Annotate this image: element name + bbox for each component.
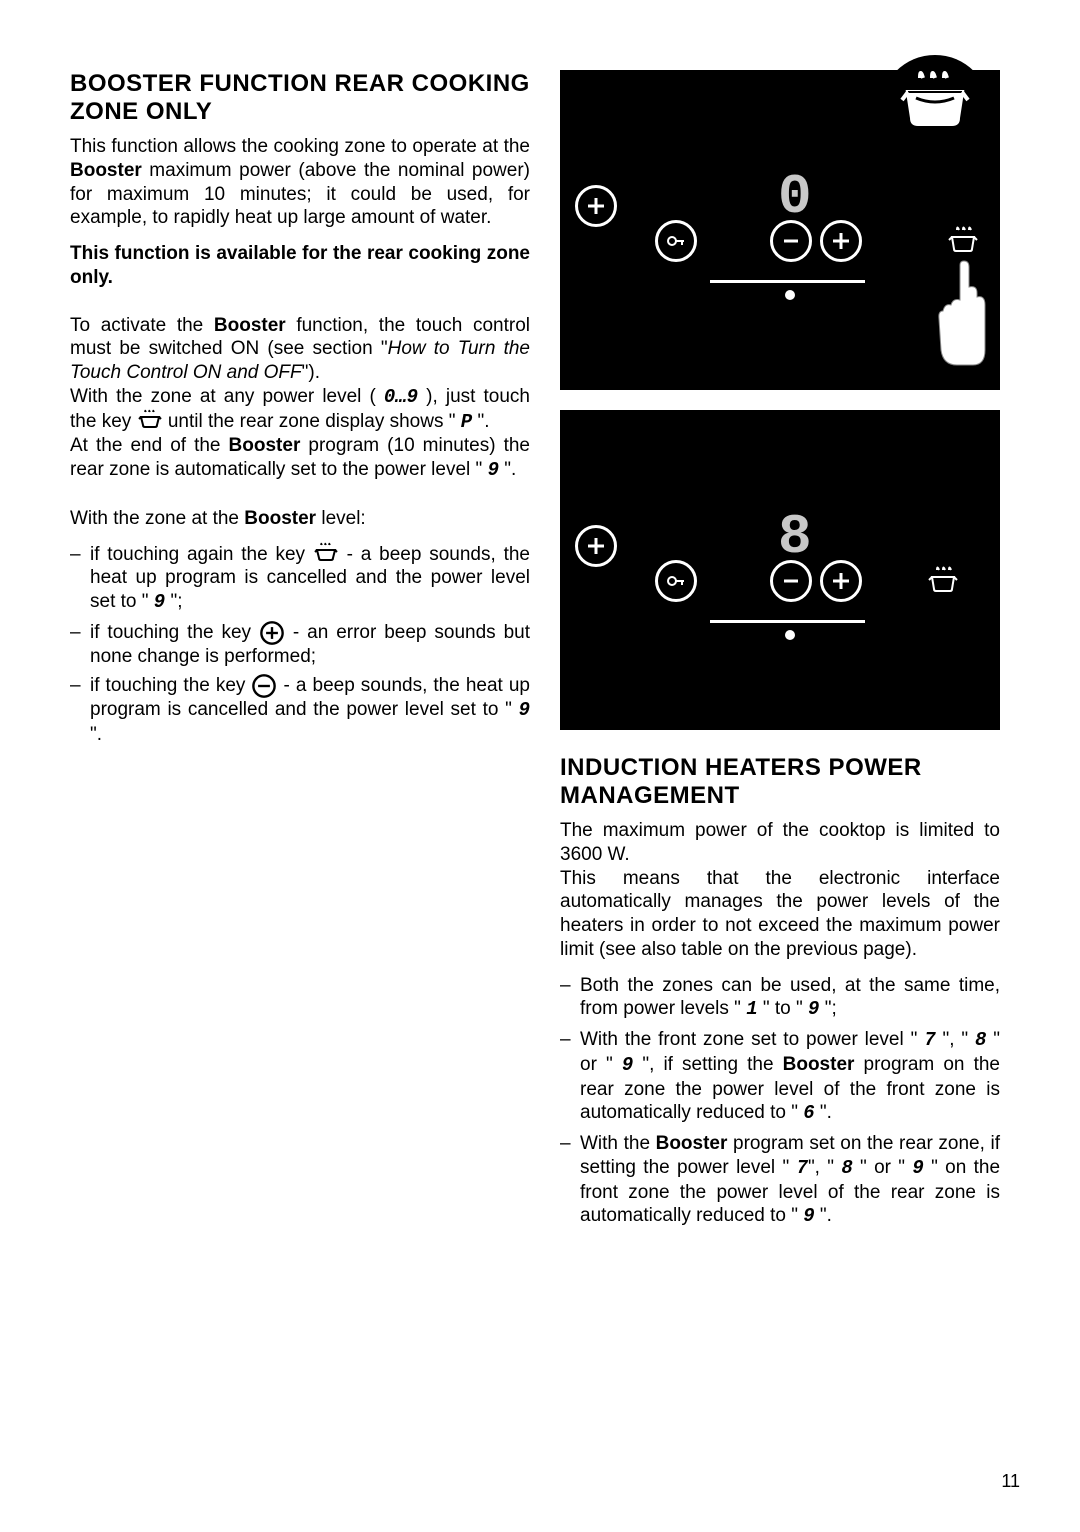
booster-heading: BOOSTER FUNCTION REAR COOKING ZONE ONLY [70,70,530,125]
ind-bullet-2: With the front zone set to power level "… [560,1028,1000,1126]
ib2-n3: 9 [622,1054,633,1076]
activate-1: To activate the [70,315,214,336]
induction-bullets: Both the zones can be used, at the same … [560,974,1000,1230]
plus-button-left [575,525,617,567]
atend-9: 9 [488,459,499,481]
induction-p1: The maximum power of the cooktop is limi… [560,819,1000,867]
booster-intro: This function allows the cooking zone to… [70,135,530,230]
minus-button [770,220,812,262]
ib3-a: With the [580,1133,656,1154]
withzone-seg: 0…9 [384,386,418,408]
withzone-p: P [461,411,472,433]
induction-heading: INDUCTION HEATERS POWER MANAGEMENT [560,754,1000,809]
ib3-n4: 9 [803,1205,814,1227]
bullet-1: if touching again the key - a beep sound… [70,543,530,615]
ib2-a: With the front zone set to power level " [580,1029,924,1050]
right-column: 0 [560,70,1000,1235]
pot-icon [137,409,163,431]
indicator-dot [785,630,795,640]
ib2-n2: 8 [975,1029,986,1051]
page-number: 11 [1001,1471,1020,1492]
with-booster-level: With the zone at the Booster level: [70,507,530,531]
activate-4: "). [302,362,320,383]
ib3-bb: Booster [656,1133,728,1154]
withzone-3: until the rear zone display shows " [163,411,461,432]
activate-paragraph: To activate the Booster function, the to… [70,314,530,385]
b3-a: if touching the key [90,675,251,696]
control-panel-illustration-2: 8 [560,410,1000,730]
pot-small-icon [946,225,980,255]
wb-1: With the zone at the [70,508,244,529]
ib3-n1: 7 [797,1157,808,1179]
left-column: BOOSTER FUNCTION REAR COOKING ZONE ONLY … [70,70,530,1235]
ib1-b: " to " [758,998,808,1019]
activate-booster-word: Booster [214,315,286,336]
ib3-d: " or " [853,1157,913,1178]
lock-button [655,560,697,602]
intro-booster-word: Booster [70,160,142,181]
b3-c: 9 [519,699,530,721]
intro-text-1: This function allows the cooking zone to… [70,136,530,157]
wb-2: level: [316,508,366,529]
ib3-c: ", " [808,1157,841,1178]
atend-3: ". [499,459,516,480]
indicator-dot [785,290,795,300]
ib2-b: ", if setting the [633,1054,782,1075]
ind-bullet-1: Both the zones can be used, at the same … [560,974,1000,1023]
plus-button-right [820,560,862,602]
wb-booster: Booster [244,508,316,529]
b3-d: ". [90,724,102,745]
pot-icon [313,542,339,564]
ib2-n1: 7 [924,1029,935,1051]
ib1-c: "; [819,998,836,1019]
ib3-n3: 9 [912,1157,923,1179]
b2-a: if touching the key [90,622,259,643]
plus-circle-icon [259,620,285,642]
bullet-3: if touching the key - a beep sounds, the… [70,674,530,746]
key-icon [665,230,687,252]
ib2-n4: 6 [803,1102,814,1124]
booster-bullets: if touching again the key - a beep sound… [70,543,530,747]
b1-a: if touching again the key [90,544,313,565]
b1-d: "; [165,591,182,612]
at-end-paragraph: At the end of the Booster program (10 mi… [70,434,530,483]
ib1-n2: 9 [808,998,819,1020]
bullet-2: if touching the key - an error beep soun… [70,621,530,669]
minus-circle-icon [251,673,277,695]
b1-c: 9 [154,591,165,613]
withzone-4: ". [472,411,489,432]
plus-button-left [575,185,617,227]
control-panel-illustration-1: 0 [560,70,1000,390]
atend-booster: Booster [229,435,301,456]
key-icon [665,570,687,592]
speech-bubble-icon [860,50,1010,220]
pot-small-icon [926,565,960,595]
with-zone-paragraph: With the zone at any power level ( 0…9 )… [70,385,530,435]
ib2-d: ". [815,1102,832,1123]
ib2-bb: Booster [783,1054,855,1075]
hand-pointer-icon [935,255,995,375]
lock-button [655,220,697,262]
ib2-a2: ", " [936,1029,975,1050]
ib1-n1: 1 [746,998,757,1020]
plus-button-right [820,220,862,262]
ib3-n2: 8 [841,1157,852,1179]
withzone-1: With the zone at any power level ( [70,386,384,407]
atend-1: At the end of the [70,435,229,456]
minus-button [770,560,812,602]
ib3-f: ". [815,1205,832,1226]
induction-p2: This means that the electronic interface… [560,867,1000,962]
ind-bullet-3: With the Booster program set on the rear… [560,1132,1000,1229]
rear-zone-only-note: This function is available for the rear … [70,242,530,290]
rear-zone-only-text: This function is available for the rear … [70,243,530,288]
